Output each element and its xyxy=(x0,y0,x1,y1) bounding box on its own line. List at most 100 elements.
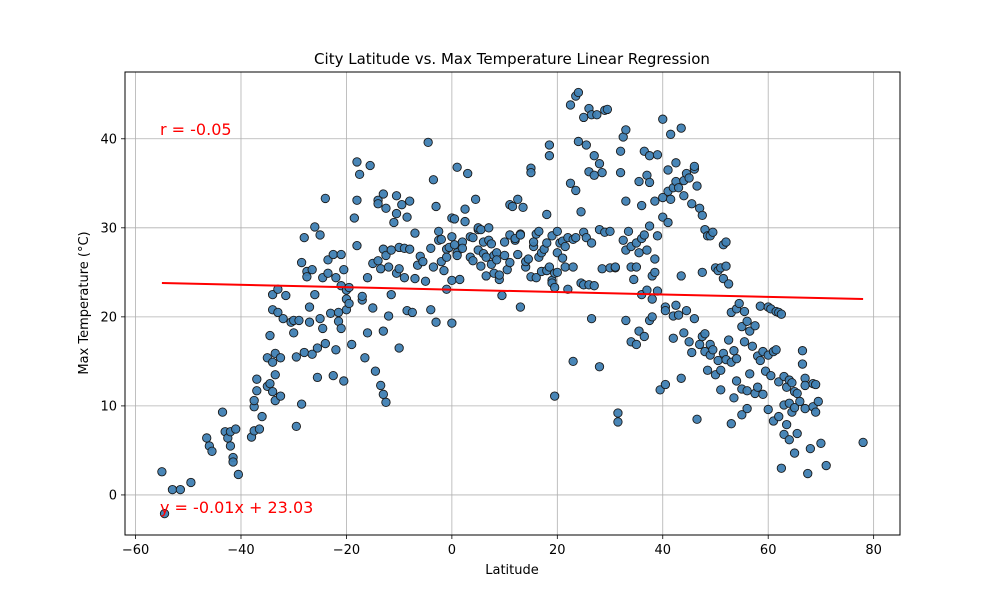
data-point xyxy=(697,210,707,221)
data-point xyxy=(755,301,765,311)
data-point xyxy=(354,169,365,180)
data-point xyxy=(811,407,821,417)
data-point xyxy=(307,265,317,275)
data-point xyxy=(613,408,623,418)
data-point xyxy=(426,243,436,253)
data-point xyxy=(481,271,491,281)
data-point xyxy=(597,167,607,178)
data-point xyxy=(552,226,562,237)
data-point xyxy=(281,290,291,301)
x-tick-label: −40 xyxy=(227,543,254,558)
data-point xyxy=(666,194,676,204)
data-point xyxy=(452,162,462,172)
data-point xyxy=(428,262,439,272)
data-point xyxy=(399,273,410,283)
regression-line xyxy=(161,282,864,301)
data-point xyxy=(739,306,750,317)
data-point xyxy=(310,222,320,232)
data-point xyxy=(370,366,381,376)
data-point xyxy=(716,385,726,395)
data-point xyxy=(542,209,552,220)
data-point xyxy=(629,274,639,285)
data-point xyxy=(544,262,555,272)
x-axis-ticks: −60 −40 −20 0 20 40 60 80 xyxy=(122,535,882,558)
data-point xyxy=(441,252,452,262)
data-point xyxy=(376,380,386,391)
data-point xyxy=(708,345,718,355)
data-point xyxy=(676,373,686,383)
data-point xyxy=(405,196,415,206)
data-point xyxy=(431,201,441,212)
data-point xyxy=(644,151,655,161)
data-point xyxy=(423,137,433,147)
y-tick-label: 30 xyxy=(100,221,117,236)
data-point xyxy=(320,193,330,204)
data-point xyxy=(386,245,396,255)
data-point xyxy=(420,276,431,286)
data-point xyxy=(513,249,523,260)
data-point xyxy=(534,226,544,237)
data-point xyxy=(816,438,826,448)
data-point xyxy=(708,227,718,237)
data-point xyxy=(294,315,304,326)
data-point xyxy=(410,273,420,284)
data-point xyxy=(650,196,660,206)
data-point xyxy=(312,343,323,353)
data-point xyxy=(631,339,642,350)
data-point xyxy=(231,424,241,434)
data-point xyxy=(457,243,468,253)
data-point xyxy=(663,217,673,228)
data-point xyxy=(615,146,626,156)
data-point xyxy=(228,457,238,467)
data-point xyxy=(434,226,444,237)
data-point xyxy=(468,256,478,266)
data-point xyxy=(468,232,478,243)
data-point xyxy=(571,185,581,196)
data-point xyxy=(515,230,526,240)
data-point xyxy=(560,241,570,252)
data-point xyxy=(594,159,605,169)
data-point xyxy=(357,291,367,302)
data-point xyxy=(481,252,491,262)
data-point xyxy=(291,352,301,362)
data-point xyxy=(336,323,346,334)
data-point xyxy=(689,313,700,324)
data-point xyxy=(605,226,615,237)
data-point xyxy=(573,87,584,98)
data-point xyxy=(581,140,591,150)
data-point xyxy=(668,333,678,343)
data-point xyxy=(484,223,494,233)
data-point xyxy=(386,289,396,300)
x-tick-label: 40 xyxy=(654,543,671,558)
data-point xyxy=(726,419,736,429)
data-point xyxy=(615,167,626,178)
data-point xyxy=(560,262,570,272)
data-point xyxy=(497,290,507,301)
data-point xyxy=(328,370,338,381)
x-axis-label: Latitude xyxy=(485,563,539,578)
data-point xyxy=(320,338,330,349)
x-tick-label: 80 xyxy=(865,543,882,558)
data-point xyxy=(515,302,526,312)
data-point xyxy=(360,353,370,363)
data-point xyxy=(368,303,378,313)
data-point xyxy=(658,114,668,124)
data-point xyxy=(637,200,647,211)
data-point xyxy=(299,232,309,243)
data-point xyxy=(362,328,373,338)
data-point xyxy=(352,195,362,205)
data-point xyxy=(528,237,539,247)
data-point xyxy=(207,446,217,456)
data-point xyxy=(202,433,212,443)
data-point xyxy=(505,257,515,268)
data-point xyxy=(436,234,446,245)
data-point xyxy=(378,389,388,399)
y-tick-label: 40 xyxy=(100,132,117,147)
y-tick-label: 20 xyxy=(100,310,117,325)
data-point xyxy=(742,403,752,414)
data-point xyxy=(676,123,686,133)
data-point xyxy=(447,275,457,285)
data-point xyxy=(803,468,813,479)
data-point xyxy=(349,213,359,223)
data-point xyxy=(426,305,436,315)
